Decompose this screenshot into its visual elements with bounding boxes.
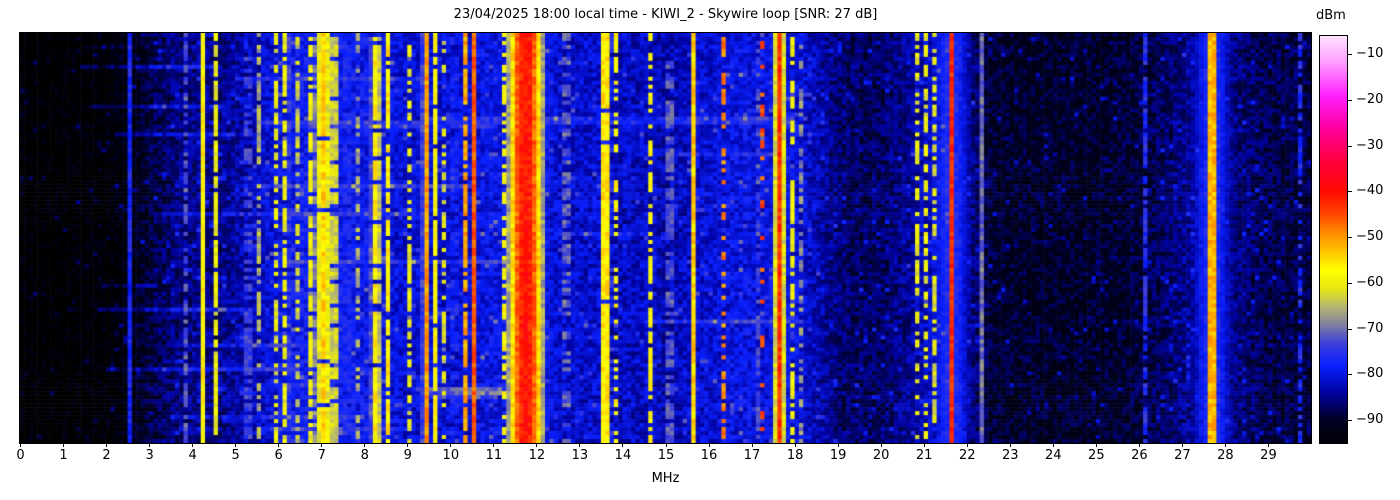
- x-tick-label: 21: [915, 448, 933, 463]
- x-tick-label: 7: [317, 448, 326, 463]
- colorbar-tick-label: −70: [1356, 320, 1384, 336]
- colorbar-tick-mark: [1347, 328, 1352, 330]
- x-tick-label: 29: [1260, 448, 1277, 463]
- x-tick-mark: [278, 443, 280, 447]
- colorbar-tick-mark: [1347, 374, 1352, 376]
- x-tick-label: 26: [1131, 448, 1148, 463]
- x-tick-mark: [579, 443, 581, 447]
- x-tick-label: 14: [614, 448, 632, 463]
- colorbar-tick-mark: [1347, 54, 1352, 56]
- x-tick-mark: [708, 443, 710, 447]
- x-tick-label: 15: [657, 448, 675, 463]
- x-tick-mark: [665, 443, 667, 447]
- colorbar-tick-mark: [1347, 282, 1352, 284]
- x-tick-mark: [1224, 443, 1226, 447]
- x-tick-label: 17: [743, 448, 761, 463]
- x-tick-mark: [493, 443, 495, 447]
- x-tick-label: 28: [1217, 448, 1234, 463]
- x-axis-label: MHz: [651, 471, 680, 486]
- colorbar-gradient: [1320, 36, 1347, 443]
- x-tick-mark: [536, 443, 538, 447]
- x-tick-label: 13: [571, 448, 589, 463]
- x-tick-label: 4: [188, 448, 197, 463]
- colorbar-tick-mark: [1347, 145, 1352, 147]
- x-tick-mark: [192, 443, 194, 447]
- colorbar-tick-mark: [1347, 100, 1352, 102]
- x-tick-mark: [321, 443, 323, 447]
- x-tick-label: 24: [1045, 448, 1062, 463]
- x-tick-label: 19: [829, 448, 847, 463]
- x-tick-label: 27: [1174, 448, 1191, 463]
- x-tick-label: 0: [16, 448, 25, 463]
- x-tick-label: 12: [528, 448, 546, 463]
- x-tick-mark: [1181, 443, 1183, 447]
- colorbar-tick-label: −10: [1356, 46, 1384, 62]
- chart-title: 23/04/2025 18:00 local time - KIWI_2 - S…: [453, 7, 878, 22]
- colorbar-unit-label: dBm: [1316, 8, 1346, 23]
- spectrogram-heatmap: [20, 33, 1311, 443]
- x-tick-label: 23: [1001, 448, 1019, 463]
- x-tick-mark: [751, 443, 753, 447]
- plot-area: [19, 32, 1312, 444]
- x-tick-mark: [923, 443, 925, 447]
- x-tick-mark: [1095, 443, 1097, 447]
- x-tick-mark: [1138, 443, 1140, 447]
- colorbar-tick-mark: [1347, 237, 1352, 239]
- colorbar-tick-label: −30: [1356, 137, 1384, 153]
- colorbar: [1319, 35, 1348, 444]
- x-tick-mark: [235, 443, 237, 447]
- x-tick-label: 8: [360, 448, 369, 463]
- x-tick-label: 16: [700, 448, 718, 463]
- x-tick-mark: [794, 443, 796, 447]
- x-tick-label: 10: [442, 448, 460, 463]
- x-tick-mark: [450, 443, 452, 447]
- x-tick-label: 22: [958, 448, 976, 463]
- x-tick-label: 5: [231, 448, 240, 463]
- colorbar-tick-label: −40: [1356, 183, 1384, 199]
- x-tick-mark: [20, 443, 21, 447]
- colorbar-tick-mark: [1347, 191, 1352, 193]
- x-tick-mark: [149, 443, 151, 447]
- x-tick-label: 11: [485, 448, 503, 463]
- x-tick-mark: [407, 443, 409, 447]
- x-tick-mark: [837, 443, 839, 447]
- colorbar-tick-label: −90: [1356, 412, 1384, 428]
- colorbar-tick-label: −60: [1356, 274, 1384, 290]
- x-tick-label: 6: [274, 448, 283, 463]
- x-tick-label: 20: [872, 448, 890, 463]
- x-tick-label: 1: [59, 448, 68, 463]
- x-tick-mark: [364, 443, 366, 447]
- x-tick-mark: [622, 443, 624, 447]
- x-tick-mark: [1009, 443, 1011, 447]
- x-tick-mark: [106, 443, 108, 447]
- x-tick-mark: [966, 443, 968, 447]
- colorbar-tick-label: −80: [1356, 366, 1384, 382]
- x-tick-label: 2: [102, 448, 111, 463]
- colorbar-tick-label: −20: [1356, 91, 1384, 107]
- x-tick-mark: [1052, 443, 1054, 447]
- x-tick-mark: [1267, 443, 1269, 447]
- x-tick-label: 18: [786, 448, 804, 463]
- x-tick-label: 3: [145, 448, 154, 463]
- colorbar-tick-mark: [1347, 420, 1352, 422]
- x-tick-mark: [880, 443, 882, 447]
- x-tick-mark: [63, 443, 65, 447]
- x-tick-label: 9: [403, 448, 412, 463]
- colorbar-tick-label: −50: [1356, 229, 1384, 245]
- x-tick-label: 25: [1088, 448, 1105, 463]
